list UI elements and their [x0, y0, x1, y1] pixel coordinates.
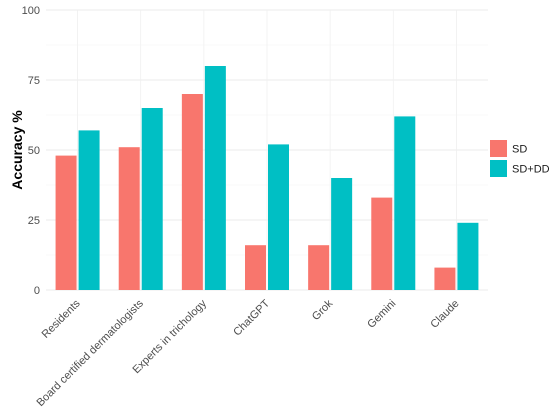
- y-axis-ticks: 0 25 50 75 100: [22, 5, 40, 297]
- legend-label: SD+DD: [512, 164, 550, 176]
- bar-sd-dd-2: [204, 66, 226, 290]
- x-tick-label: Board certified dermatologists: [34, 297, 146, 409]
- gridlines: [46, 9, 488, 291]
- legend: SD SD+DD: [490, 140, 550, 177]
- x-tick-label: ChatGPT: [231, 297, 272, 338]
- legend-swatch: [490, 160, 507, 177]
- bar-sd-dd-5: [394, 116, 416, 291]
- y-tick-label: 100: [22, 5, 40, 17]
- y-tick-label: 0: [34, 285, 40, 297]
- legend-label: SD: [512, 144, 527, 156]
- bar-sd-4: [308, 245, 330, 290]
- y-axis-label: Accuracy %: [9, 110, 25, 190]
- bar-sd-dd-1: [141, 108, 163, 290]
- bar-sd-dd-3: [268, 144, 289, 290]
- y-tick-label: 25: [28, 215, 40, 227]
- x-tick-label: Grok: [310, 297, 336, 323]
- bars: [55, 66, 479, 291]
- bar-sd-1: [118, 147, 140, 290]
- y-tick-label: 75: [28, 75, 40, 87]
- y-tick-label: 50: [28, 145, 40, 157]
- bar-sd-5: [371, 197, 393, 290]
- bar-sd-2: [181, 94, 203, 290]
- bar-sd-dd-6: [457, 222, 479, 290]
- bar-sd-6: [434, 267, 456, 290]
- bar-sd-0: [55, 155, 77, 290]
- bar-sd-dd-4: [331, 178, 353, 290]
- legend-swatch: [490, 140, 507, 157]
- x-tick-label: Residents: [40, 297, 83, 340]
- x-tick-label: Gemini: [365, 298, 398, 331]
- bar-sd-3: [245, 245, 266, 290]
- x-tick-label: Claude: [428, 298, 461, 331]
- bar-sd-dd-0: [78, 130, 100, 290]
